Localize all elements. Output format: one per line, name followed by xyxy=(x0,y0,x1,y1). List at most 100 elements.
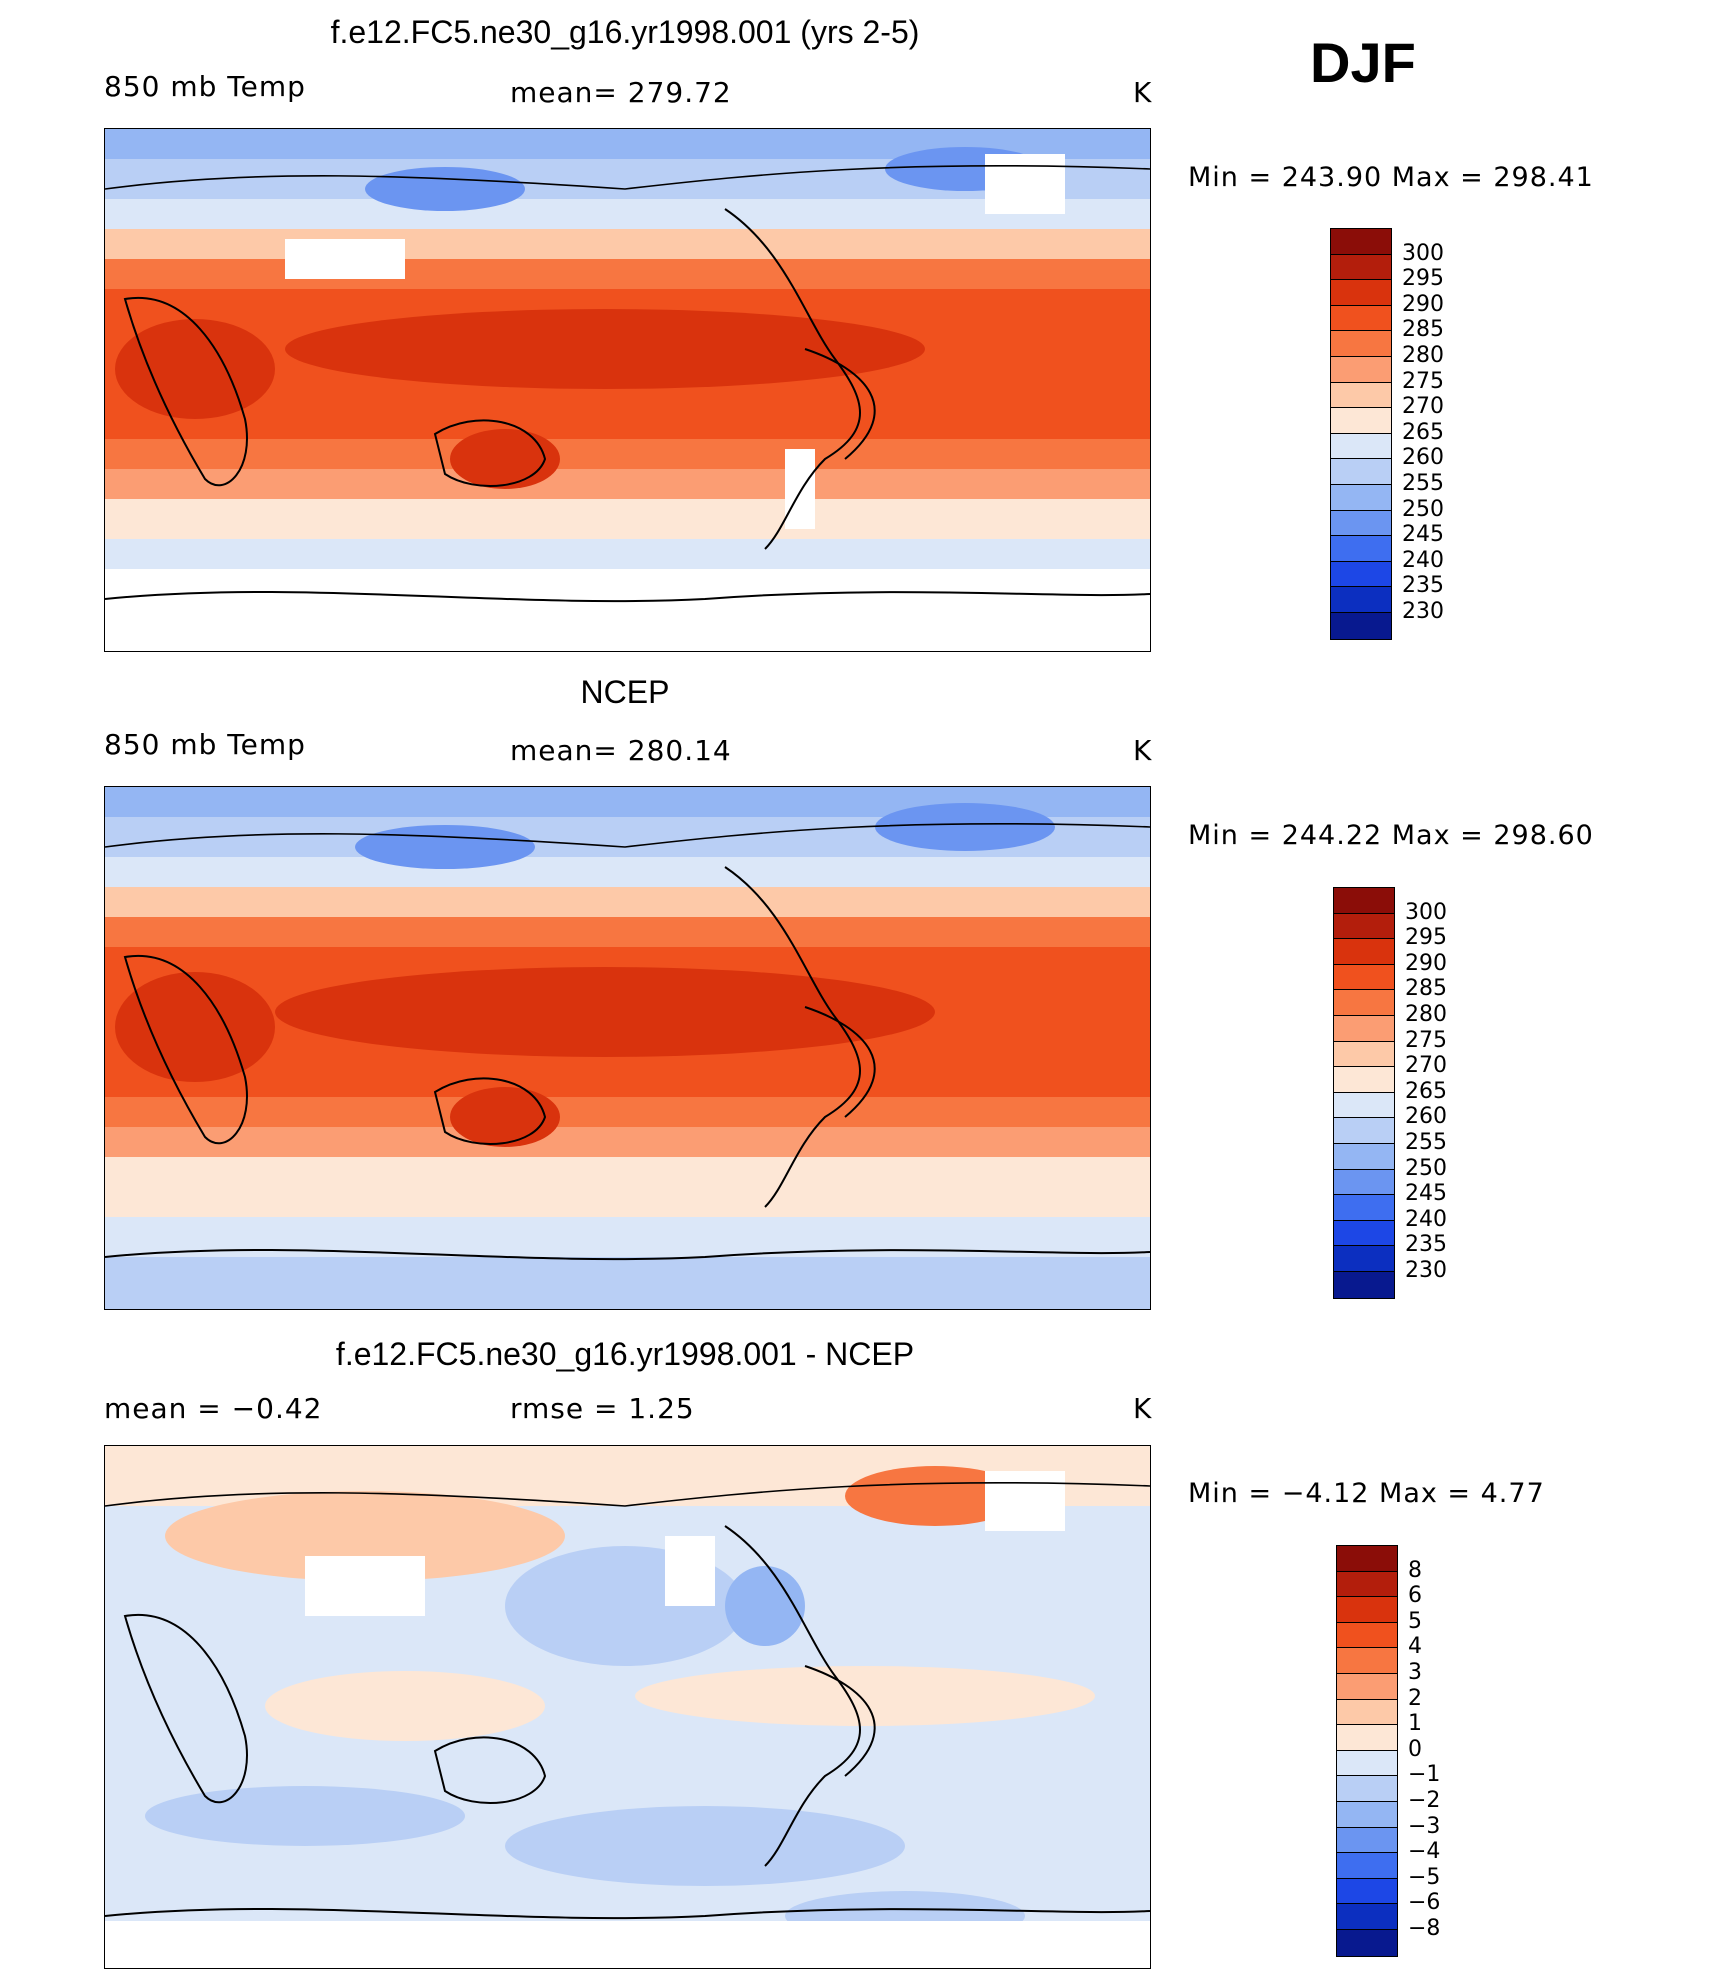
colorbar-tick-label: 6 xyxy=(1408,1583,1422,1609)
colorbar-segment xyxy=(1331,280,1391,306)
colorbar-segment xyxy=(1334,1143,1394,1170)
colorbar-tick-label: −6 xyxy=(1408,1890,1441,1916)
colorbar-tick-label: 285 xyxy=(1402,317,1444,343)
colorbar-segment xyxy=(1331,356,1391,383)
colorbar-tick-label: 295 xyxy=(1405,925,1447,951)
colorbar-segment xyxy=(1334,990,1394,1016)
panel-3-units: K xyxy=(1133,1392,1153,1425)
panel-1-title: f.e12.FC5.ne30_g16.yr1998.001 (yrs 2-5) xyxy=(330,14,920,50)
colorbar-segment xyxy=(1334,1271,1394,1298)
colorbar-tick-label: −3 xyxy=(1408,1813,1441,1839)
colorbar-tick-label: 295 xyxy=(1402,266,1444,292)
colorbar-segment xyxy=(1331,510,1391,537)
panel-1-field xyxy=(105,129,1150,651)
colorbar-segment xyxy=(1331,587,1391,613)
colorbar-tick-label: 235 xyxy=(1402,573,1444,599)
colorbar-tick-label: 255 xyxy=(1402,471,1444,496)
colorbar-segment xyxy=(1331,612,1391,639)
colorbar-tick-label: 280 xyxy=(1405,1002,1447,1027)
colorbar-segment xyxy=(1334,939,1394,965)
colorbar-segment xyxy=(1331,331,1391,357)
colorbar-tick-label: −8 xyxy=(1408,1916,1441,1941)
colorbar-tick-label: 245 xyxy=(1402,522,1444,548)
colorbar-segment xyxy=(1337,1648,1397,1674)
colorbar-segment xyxy=(1334,1092,1394,1119)
colorbar-tick-label: 5 xyxy=(1408,1608,1422,1634)
colorbar-tick-label: 275 xyxy=(1402,368,1444,394)
colorbar-segment xyxy=(1334,913,1394,940)
colorbar-tick-label: 280 xyxy=(1402,343,1444,368)
colorbar-segment xyxy=(1337,1622,1397,1649)
colorbar-tick-label: −5 xyxy=(1408,1864,1441,1890)
colorbar-tick-label: 290 xyxy=(1405,950,1447,976)
colorbar-segment xyxy=(1337,1673,1397,1700)
colorbar-segment xyxy=(1334,1169,1394,1196)
panel-3-colorbar xyxy=(1336,1545,1398,1957)
colorbar-tick-label: 265 xyxy=(1405,1078,1447,1104)
colorbar-segment xyxy=(1331,382,1391,409)
panel-2-mean: mean= 280.14 xyxy=(510,734,732,767)
colorbar-segment xyxy=(1337,1929,1397,1956)
colorbar-tick-label: 270 xyxy=(1405,1053,1447,1079)
colorbar-segment xyxy=(1334,1220,1394,1247)
colorbar-segment xyxy=(1331,459,1391,485)
panel-2-map xyxy=(104,786,1151,1310)
colorbar-segment xyxy=(1337,1699,1397,1726)
panel-3-field xyxy=(105,1446,1150,1968)
colorbar-segment xyxy=(1337,1750,1397,1777)
panel-3-minmax: Min = −4.12 Max = 4.77 xyxy=(1188,1478,1545,1509)
panel-2-colorbar xyxy=(1333,887,1395,1299)
colorbar-segment xyxy=(1337,1597,1397,1623)
colorbar-tick-label: 2 xyxy=(1408,1685,1422,1711)
panel-2-variable: 850 mb Temp xyxy=(104,728,306,761)
colorbar-tick-label: −4 xyxy=(1408,1839,1441,1865)
panel-1-map xyxy=(104,128,1151,652)
panel-1-units: K xyxy=(1133,76,1153,109)
colorbar-tick-label: 230 xyxy=(1405,1258,1447,1283)
panel-3-title: f.e12.FC5.ne30_g16.yr1998.001 - NCEP xyxy=(335,1336,915,1372)
colorbar-segment xyxy=(1337,1801,1397,1828)
colorbar-segment xyxy=(1334,964,1394,991)
colorbar-segment xyxy=(1331,254,1391,281)
colorbar-tick-label: 0 xyxy=(1408,1736,1422,1762)
colorbar-tick-label: 3 xyxy=(1408,1660,1422,1685)
colorbar-tick-label: 235 xyxy=(1405,1232,1447,1258)
panel-1-mean: mean= 279.72 xyxy=(510,76,732,109)
colorbar-tick-label: 300 xyxy=(1402,240,1444,266)
colorbar-tick-label: 250 xyxy=(1405,1155,1447,1181)
colorbar-tick-label: 255 xyxy=(1405,1130,1447,1155)
colorbar-tick-label: 230 xyxy=(1402,599,1444,624)
colorbar-tick-label: 265 xyxy=(1402,419,1444,445)
colorbar-segment xyxy=(1331,305,1391,332)
panel-2-units: K xyxy=(1133,734,1153,767)
colorbar-segment xyxy=(1334,1041,1394,1068)
colorbar-segment xyxy=(1337,1776,1397,1802)
colorbar-segment xyxy=(1331,561,1391,588)
colorbar-tick-label: 250 xyxy=(1402,496,1444,522)
colorbar-segment xyxy=(1337,1904,1397,1930)
colorbar-tick-label: 245 xyxy=(1405,1181,1447,1207)
colorbar-segment xyxy=(1331,408,1391,434)
colorbar-segment xyxy=(1331,536,1391,562)
panel-2-minmax: Min = 244.22 Max = 298.60 xyxy=(1188,820,1594,851)
colorbar-segment xyxy=(1331,484,1391,511)
colorbar-segment xyxy=(1337,1853,1397,1879)
panel-2-title: NCEP xyxy=(580,674,670,710)
panel-2-field xyxy=(105,787,1150,1309)
colorbar-tick-label: 240 xyxy=(1405,1206,1447,1232)
colorbar-segment xyxy=(1331,229,1391,255)
colorbar-segment xyxy=(1334,1067,1394,1093)
colorbar-segment xyxy=(1337,1827,1397,1854)
colorbar-segment xyxy=(1334,1195,1394,1221)
colorbar-segment xyxy=(1331,433,1391,460)
colorbar-tick-label: 8 xyxy=(1408,1557,1422,1583)
colorbar-tick-label: 270 xyxy=(1402,394,1444,420)
panel-3-rmse: rmse = 1.25 xyxy=(510,1392,695,1425)
colorbar-segment xyxy=(1334,1246,1394,1272)
colorbar-tick-label: −2 xyxy=(1408,1788,1441,1813)
colorbar-tick-label: 285 xyxy=(1405,976,1447,1002)
colorbar-segment xyxy=(1337,1546,1397,1572)
colorbar-tick-label: 275 xyxy=(1405,1027,1447,1053)
colorbar-segment xyxy=(1334,1118,1394,1144)
season-label: DJF xyxy=(1310,31,1416,94)
